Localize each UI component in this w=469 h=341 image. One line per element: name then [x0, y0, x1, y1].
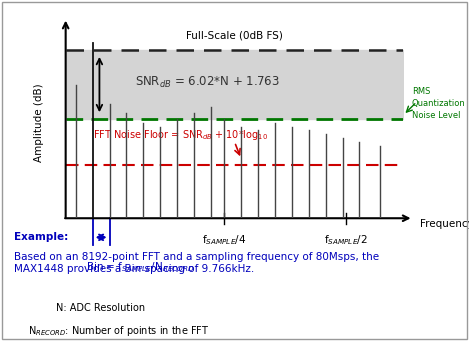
Text: f$_{SAMPLE}$/2: f$_{SAMPLE}$/2 [324, 234, 368, 247]
Text: Full-Scale (0dB FS): Full-Scale (0dB FS) [186, 31, 283, 41]
Text: N$_{RECORD}$: Number of points in the FFT: N$_{RECORD}$: Number of points in the FF… [28, 324, 210, 338]
Text: SNR$_{dB}$ = 6.02*N + 1.763: SNR$_{dB}$ = 6.02*N + 1.763 [135, 75, 280, 90]
Text: RMS
Quantization
Noise Level: RMS Quantization Noise Level [412, 87, 466, 120]
Text: Amplitude (dB): Amplitude (dB) [34, 84, 44, 162]
Text: Based on an 8192-point FFT and a sampling frequency of 80Msps, the
MAX1448 provi: Based on an 8192-point FFT and a samplin… [14, 252, 379, 274]
Text: Frequency: Frequency [420, 219, 469, 229]
Text: f$_{SAMPLE}$/4: f$_{SAMPLE}$/4 [202, 234, 247, 247]
Text: N: ADC Resolution: N: ADC Resolution [56, 303, 145, 313]
Text: Example:: Example: [14, 232, 68, 242]
Text: Bin = f$_{SAMPLE}$/N$_{RECORD}$: Bin = f$_{SAMPLE}$/N$_{RECORD}$ [86, 260, 195, 274]
Text: FFT Noise Floor = SNR$_{dB}$ + 10*log$_{10}$: FFT Noise Floor = SNR$_{dB}$ + 10*log$_{… [93, 128, 268, 142]
